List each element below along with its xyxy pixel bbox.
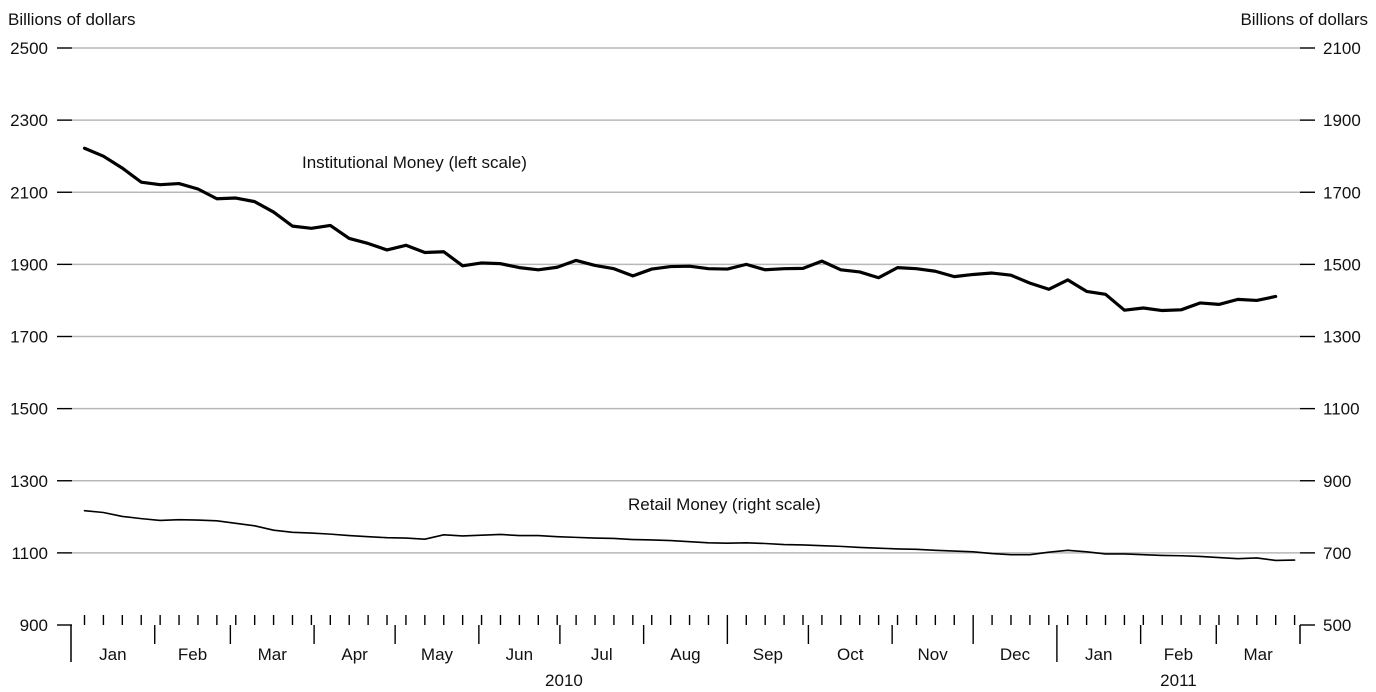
right-y-tick-label: 700	[1323, 544, 1351, 563]
month-label: Jul	[591, 645, 613, 664]
left-y-tick-label: 1300	[10, 472, 48, 491]
right-y-tick-label: 1900	[1323, 111, 1361, 130]
right-y-tick-label: 1500	[1323, 255, 1361, 274]
retail-money-line	[83, 509, 1296, 562]
left-y-tick-label: 1900	[10, 255, 48, 274]
month-label: Mar	[258, 645, 288, 664]
left-y-tick-label: 2100	[10, 183, 48, 202]
left-y-tick-label: 900	[20, 616, 48, 635]
right-y-tick-label: 1700	[1323, 183, 1361, 202]
year-label: 2010	[545, 671, 583, 687]
month-label: Jun	[506, 645, 533, 664]
right-y-tick-label: 1100	[1323, 400, 1360, 419]
institutional-money-line	[82, 146, 1278, 313]
month-label: Apr	[341, 645, 368, 664]
month-label: Jan	[99, 645, 126, 664]
right-axis-unit-label: Billions of dollars	[1240, 10, 1368, 29]
month-label: Feb	[1164, 645, 1193, 664]
year-label: 2011	[1160, 671, 1197, 687]
left-y-tick-label: 1700	[10, 328, 48, 347]
month-label: Feb	[178, 645, 207, 664]
month-label: Oct	[837, 645, 864, 664]
month-label: Mar	[1243, 645, 1273, 664]
right-y-tick-label: 1300	[1323, 328, 1361, 347]
month-label: Jan	[1085, 645, 1112, 664]
institutional-money-annotation: Institutional Money (left scale)	[302, 153, 527, 172]
left-y-tick-label: 2300	[10, 111, 48, 130]
right-y-tick-label: 2100	[1323, 39, 1361, 58]
left-axis-unit-label: Billions of dollars	[8, 10, 136, 29]
month-label: Nov	[918, 645, 949, 664]
left-y-tick-label: 1500	[10, 400, 48, 419]
left-y-tick-label: 1100	[11, 544, 48, 563]
right-y-tick-label: 500	[1323, 616, 1351, 635]
retail-money-annotation: Retail Money (right scale)	[628, 495, 821, 514]
right-y-tick-label: 900	[1323, 472, 1351, 491]
month-label: Sep	[753, 645, 783, 664]
month-label: Aug	[670, 645, 700, 664]
month-label: Dec	[1000, 645, 1031, 664]
left-y-tick-label: 2500	[10, 39, 48, 58]
month-label: May	[421, 645, 454, 664]
